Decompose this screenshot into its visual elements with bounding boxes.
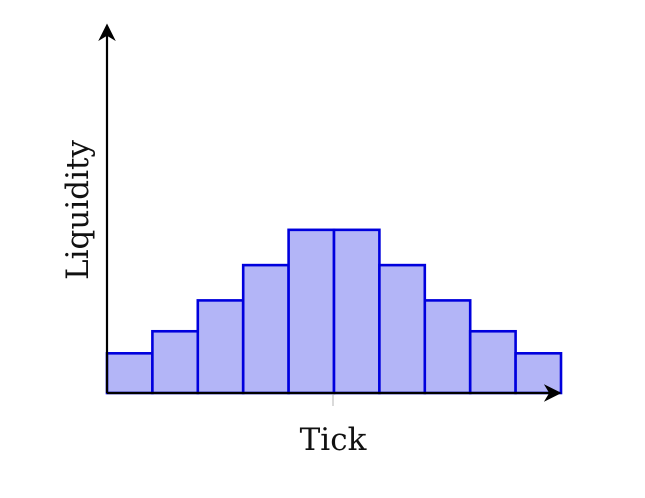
bar-1 xyxy=(105,352,154,395)
bar-5 xyxy=(287,228,336,395)
bars-layer xyxy=(105,228,563,395)
bar-2 xyxy=(151,329,200,395)
bar-4 xyxy=(241,263,290,395)
bar-3 xyxy=(196,299,245,395)
bar-8 xyxy=(423,299,472,395)
bar-7 xyxy=(378,263,427,395)
x-axis-title: Tick xyxy=(300,422,367,458)
bar-9 xyxy=(468,329,517,395)
bar-10 xyxy=(514,352,563,395)
y-axis-title: Liquidity xyxy=(60,140,96,280)
bar-6 xyxy=(332,228,381,395)
